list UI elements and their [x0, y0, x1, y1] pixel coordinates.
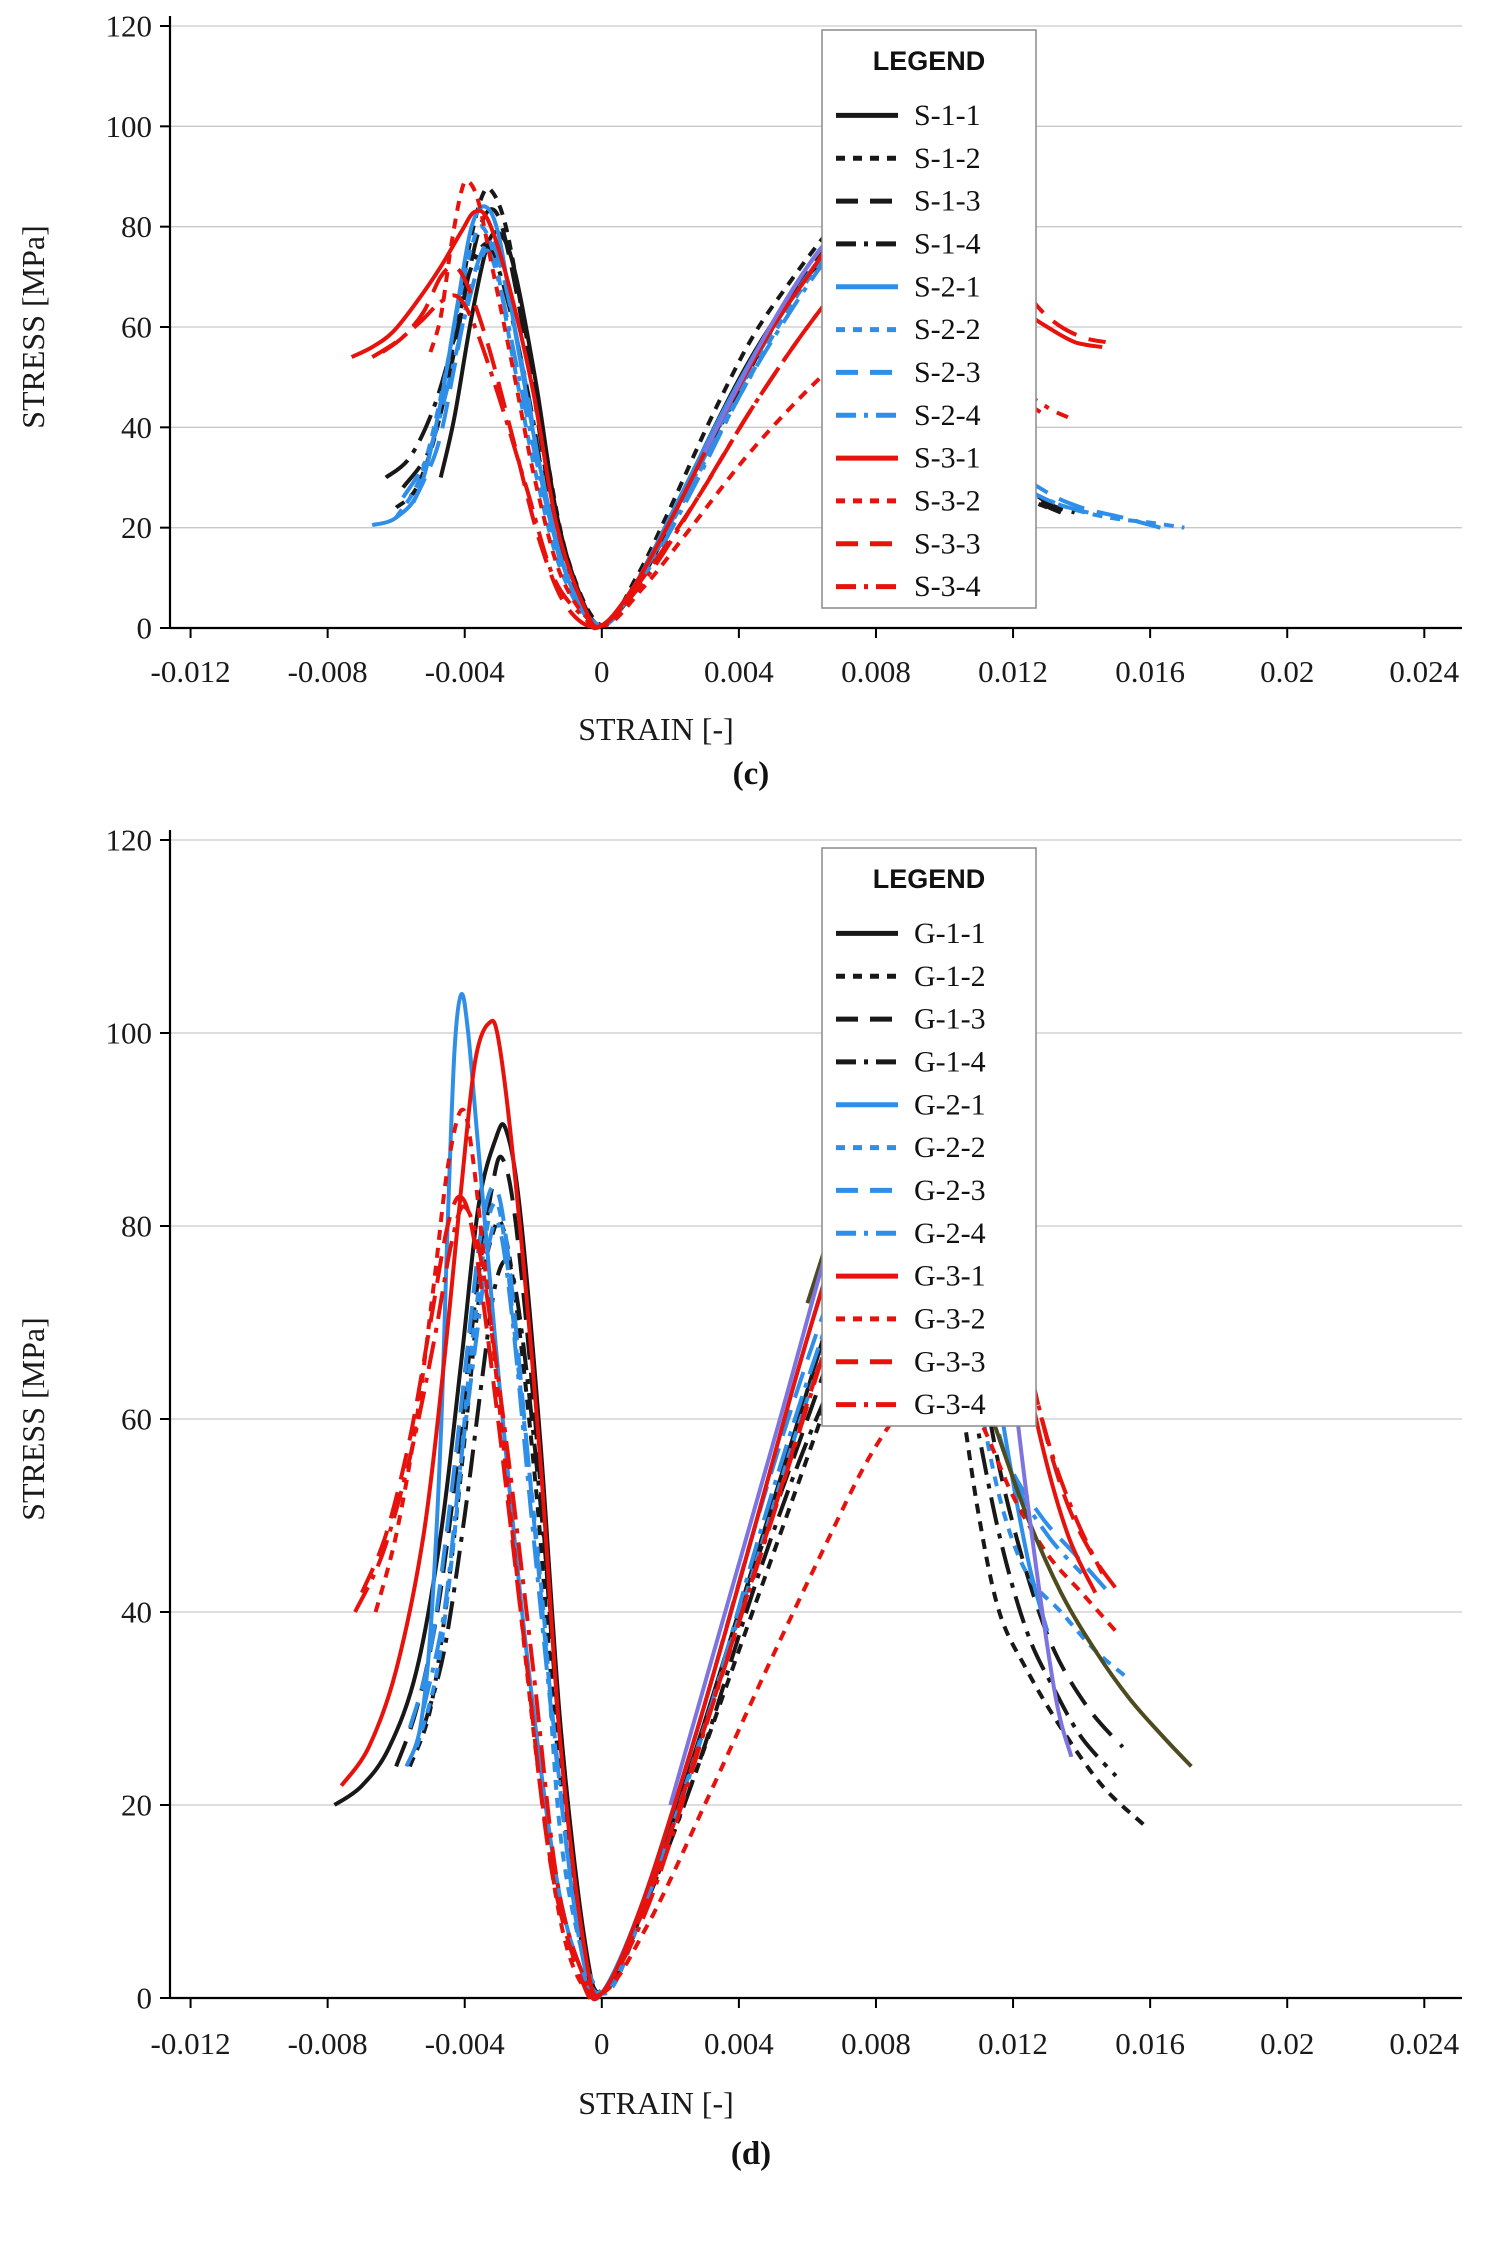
series-line-G-1-4: [421, 1223, 1118, 1997]
x-axis-title: STRAIN [-]: [578, 711, 734, 747]
legend-label: G-3-2: [914, 1302, 986, 1335]
legend-label: G-2-2: [914, 1131, 986, 1164]
legend-label: S-1-3: [914, 185, 981, 218]
x-tick-label: -0.004: [425, 2026, 506, 2061]
legend-label: G-3-4: [914, 1388, 986, 1421]
y-tick-label: 60: [121, 1402, 152, 1437]
y-tick-label: 60: [121, 310, 152, 345]
legend-label: G-3-3: [914, 1345, 986, 1378]
figure-page: 0 20 40 60 80 100 120 -0.012 -0.008 -0.004 0 0.004 0…: [0, 0, 1502, 2180]
series-line-G-3-2: [373, 1107, 1118, 1997]
x-tick-label: 0.016: [1115, 654, 1185, 689]
x-tick-label: 0.02: [1260, 654, 1314, 689]
y-tick-label: 120: [106, 9, 153, 44]
legend-label: S-1-4: [914, 227, 981, 260]
y-tick-label: 20: [121, 1788, 152, 1823]
x-tick-label: 0.004: [704, 654, 774, 689]
chart-c-canvas: 0 20 40 60 80 100 120 -0.012 -0.008 -0.004 0 0.004 0…: [15, 9, 1462, 747]
legend-label: G-3-1: [914, 1260, 986, 1293]
y-tick-label: 80: [121, 209, 152, 244]
x-tick-label: 0.012: [978, 654, 1048, 689]
chart-c: 0 20 40 60 80 100 120 -0.012 -0.008 -0.004 0 0.004 0…: [0, 0, 1502, 800]
y-tick-label: 0: [137, 1981, 153, 2016]
legend-label: S-2-2: [914, 313, 981, 346]
x-tick-label: 0.004: [704, 2026, 774, 2061]
x-tick-label: 0.012: [978, 2026, 1048, 2061]
y-tick-label: 80: [121, 1209, 152, 1244]
chart-d-canvas: 0 20 40 60 80 100 120 -0.012 -0.008 -0.004 0 0.004 0…: [15, 823, 1462, 2121]
y-tick-label: 20: [121, 510, 152, 545]
x-tick-label: 0.02: [1260, 2026, 1314, 2061]
legend-label: G-2-1: [914, 1088, 986, 1121]
x-tick-label: -0.004: [425, 654, 506, 689]
legend-label: S-2-3: [914, 356, 981, 389]
x-axis-title: STRAIN [-]: [578, 2085, 734, 2121]
y-axis-title: STRESS [MPa]: [15, 1317, 51, 1521]
x-tick-label: -0.008: [288, 654, 368, 689]
legend-label: G-1-1: [914, 917, 986, 950]
y-axis-title: STRESS [MPa]: [15, 225, 51, 429]
legend-label: S-3-1: [914, 442, 981, 475]
chart-c-caption: (c): [732, 756, 770, 792]
legend-label: G-1-2: [914, 960, 986, 993]
x-tick-label: 0.016: [1115, 2026, 1185, 2061]
chart-d-caption: (d): [730, 2136, 772, 2172]
x-tick-label: 0: [594, 654, 610, 689]
legend-label: S-3-2: [914, 484, 981, 517]
legend-title: LEGEND: [873, 864, 986, 894]
legend-box: [821, 847, 1037, 1427]
legend-label: G-1-3: [914, 1003, 986, 1036]
legend-label: S-2-4: [914, 399, 981, 432]
legend-label: G-1-4: [914, 1045, 986, 1078]
x-tick-label: -0.008: [288, 2026, 368, 2061]
chart-d: 0 20 40 60 80 100 120 -0.012 -0.008 -0.004 0 0.004 0…: [0, 800, 1502, 2180]
x-tick-label: 0.024: [1389, 2026, 1459, 2061]
y-tick-label: 40: [121, 1595, 152, 1630]
legend-label: S-3-3: [914, 527, 981, 560]
legend-box: [821, 29, 1037, 609]
y-tick-label: 100: [106, 109, 153, 144]
legend-title: LEGEND: [873, 46, 986, 76]
legend-label: S-2-1: [914, 270, 981, 303]
legend-label: S-1-2: [914, 142, 981, 175]
y-tick-label: 0: [137, 611, 153, 646]
legend-label: G-2-4: [914, 1217, 986, 1250]
x-tick-label: 0.008: [841, 2026, 911, 2061]
y-tick-label: 40: [121, 410, 152, 445]
legend-label: S-3-4: [914, 570, 981, 603]
x-tick-label: 0: [594, 2026, 610, 2061]
legend-label: S-1-1: [914, 99, 981, 132]
legend-label: G-2-3: [914, 1174, 986, 1207]
x-tick-label: -0.012: [151, 2026, 231, 2061]
x-tick-label: 0.024: [1389, 654, 1459, 689]
y-tick-label: 120: [106, 823, 153, 858]
x-tick-label: 0.008: [841, 654, 911, 689]
y-tick-label: 100: [106, 1016, 153, 1051]
x-tick-label: -0.012: [151, 654, 231, 689]
